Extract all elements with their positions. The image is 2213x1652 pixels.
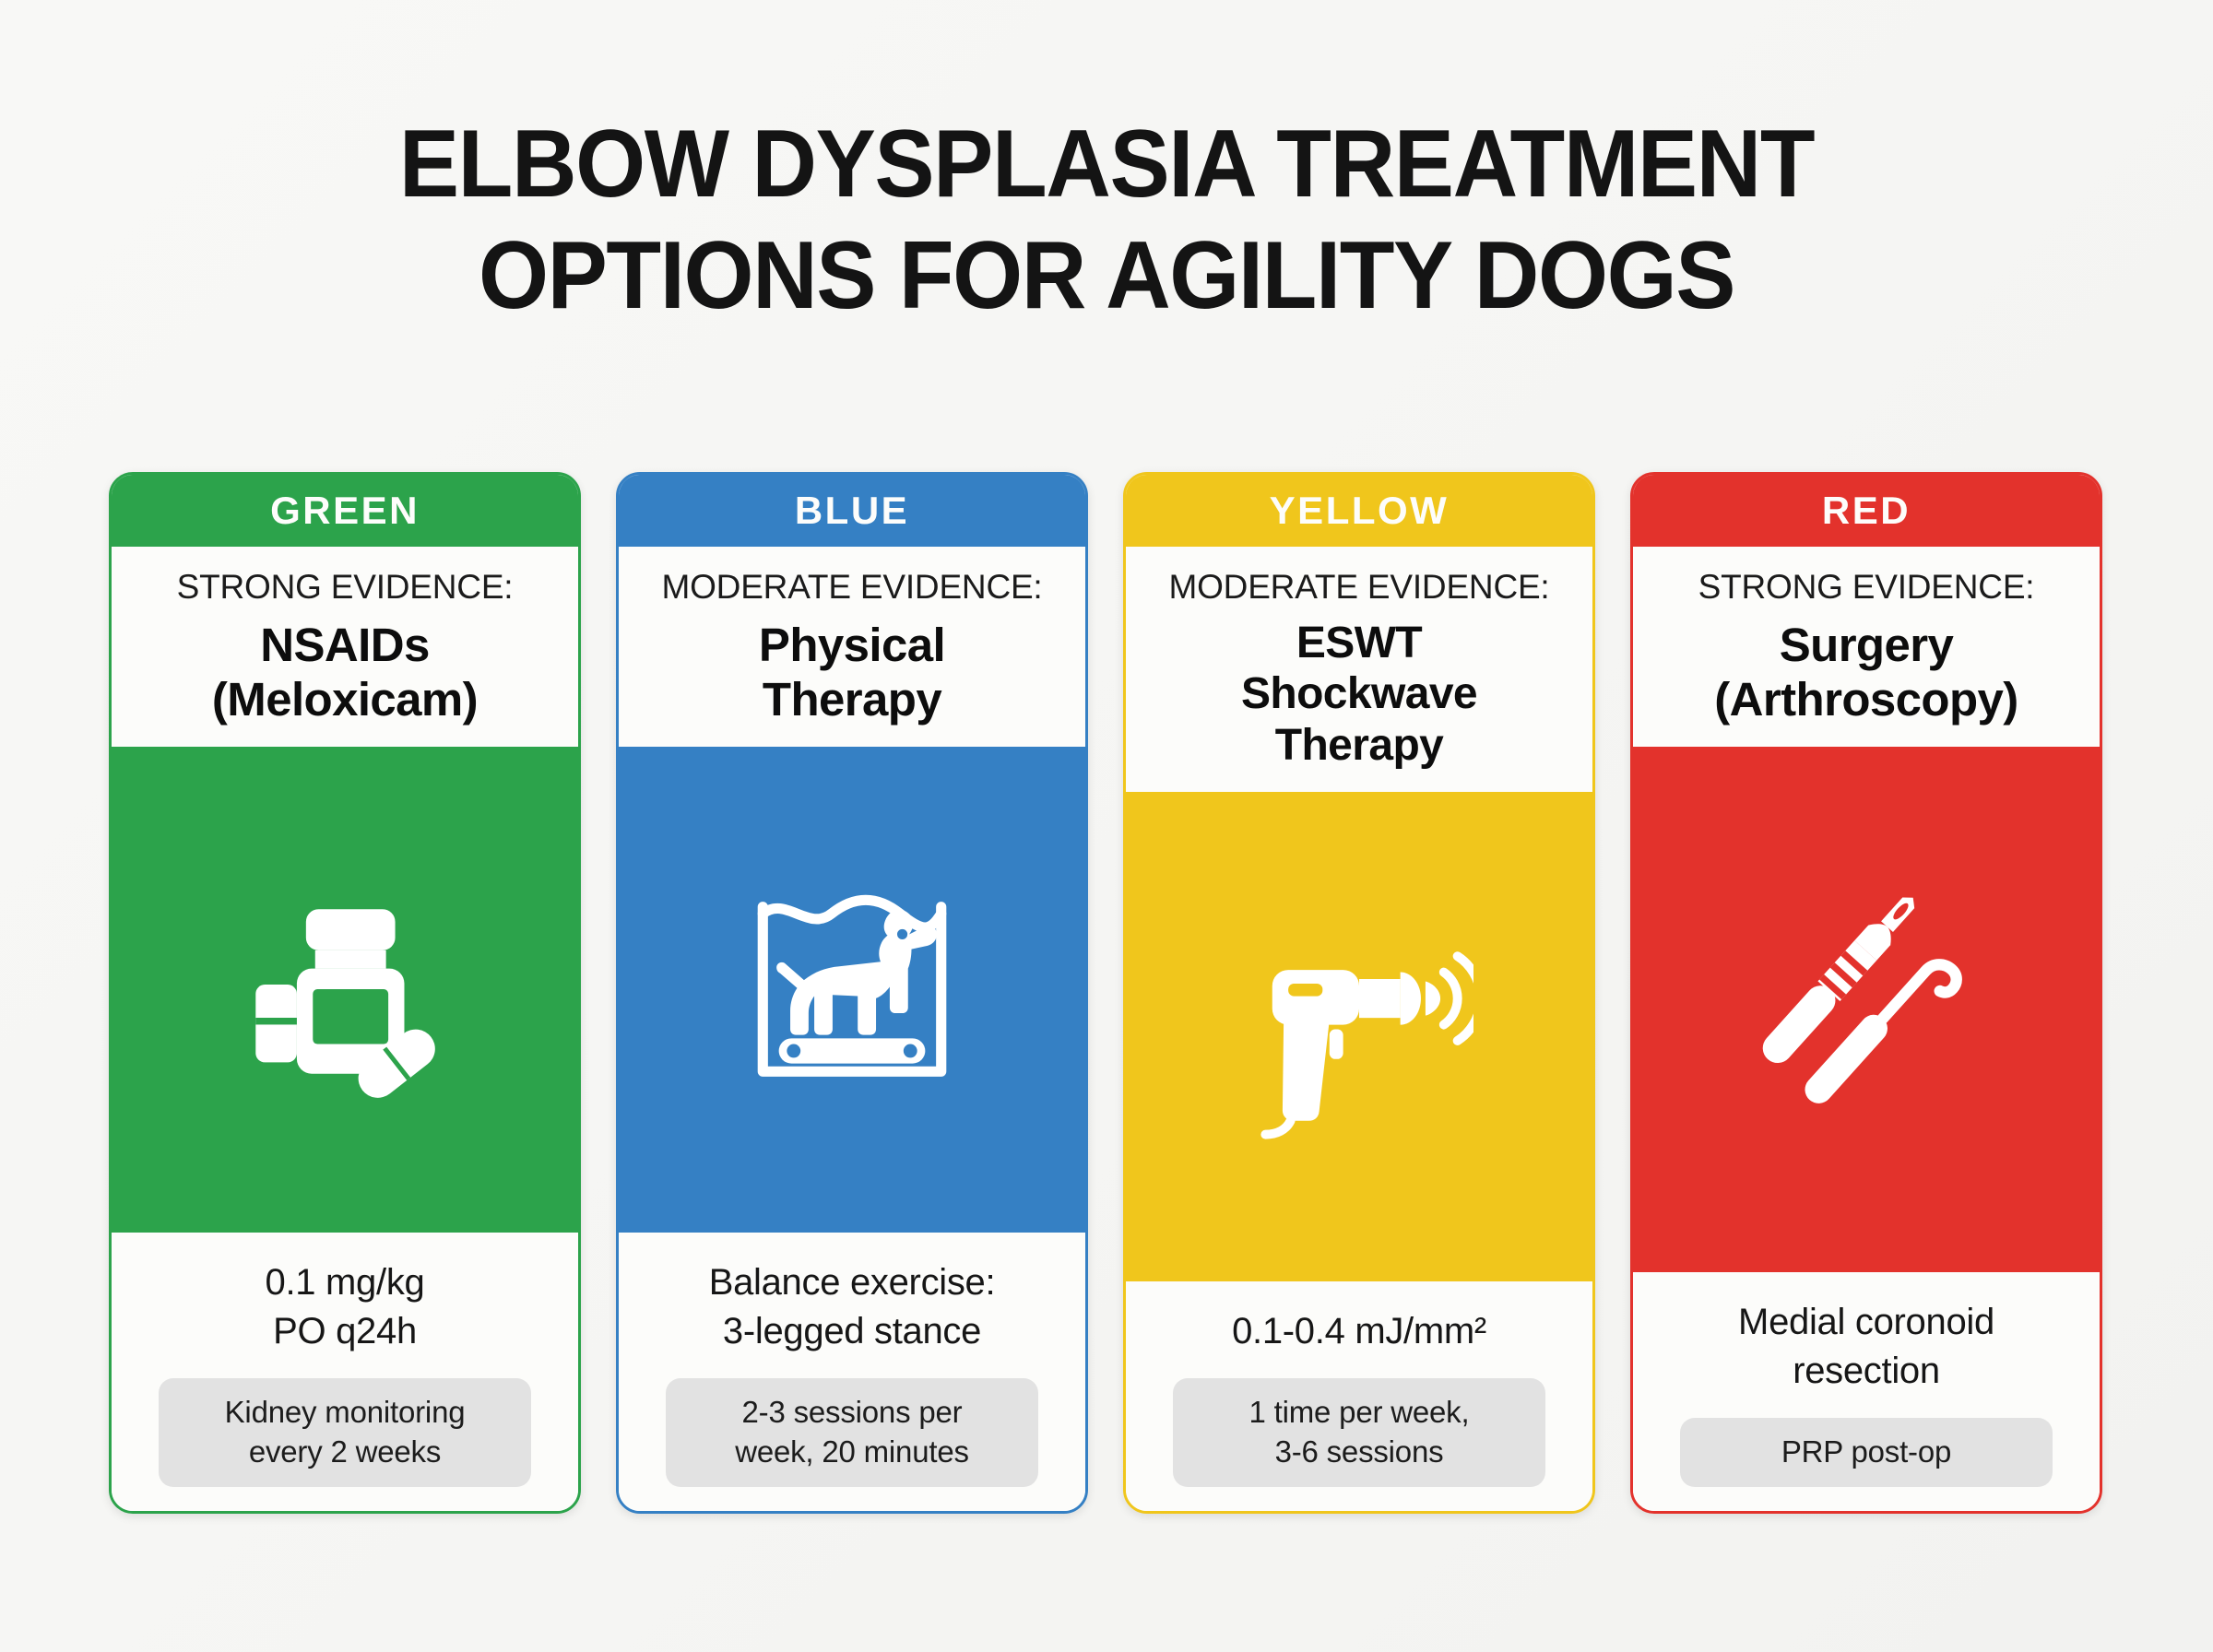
dose-line-1: 0.1 mg/kg xyxy=(265,1261,425,1303)
treatment-name-line-1: ESWT xyxy=(1296,618,1423,667)
treatment-name-line-2: Shockwave xyxy=(1240,669,1478,719)
card-footer-red: Medial coronoid resection PRP post-op xyxy=(1633,1271,2100,1511)
title-line-1: ELBOW DYSPLASIA TREATMENT xyxy=(398,111,1816,218)
status-badge: PRP post-op xyxy=(1680,1418,2053,1487)
dose-line-2: PO q24h xyxy=(273,1311,417,1352)
treatment-card-yellow[interactable]: YELLOW MODERATE EVIDENCE: ESWT Shockwave… xyxy=(1123,472,1595,1514)
card-header-label: RED xyxy=(1821,489,1911,532)
card-header-green: GREEN xyxy=(112,475,578,547)
dose-line-2: 3-legged stance xyxy=(722,1311,982,1352)
evidence-label: MODERATE EVIDENCE: xyxy=(1168,568,1550,606)
card-header-yellow: YELLOW xyxy=(1126,475,1592,547)
underwater-treadmill-dog-icon xyxy=(757,895,947,1078)
shockwave-gun-icon xyxy=(1260,951,1473,1139)
badge-line-2: every 2 weeks xyxy=(248,1434,442,1469)
treatment-name-line-3: Therapy xyxy=(1274,721,1444,771)
treatment-name-line-2: Therapy xyxy=(762,672,942,726)
badge-line-2: 3-6 sessions xyxy=(1274,1434,1444,1469)
treatment-card-blue[interactable]: BLUE MODERATE EVIDENCE: Physical Therapy xyxy=(616,472,1088,1514)
evidence-label: MODERATE EVIDENCE: xyxy=(661,568,1043,606)
card-title-block-blue: MODERATE EVIDENCE: Physical Therapy xyxy=(619,547,1085,747)
treatment-name-line-2: (Arthroscopy) xyxy=(1714,672,2018,726)
dose-line-1: Medial coronoid xyxy=(1738,1301,1994,1342)
treatment-name-line-2: (Meloxicam) xyxy=(211,672,479,726)
badge-line-1: 2-3 sessions per xyxy=(741,1395,963,1430)
title-line-2: OPTIONS FOR AGILITY DOGS xyxy=(478,221,1735,329)
status-badge: 2-3 sessions per week, 20 minutes xyxy=(666,1378,1038,1487)
dose-line-1: 0.1-0.4 mJ/mm² xyxy=(1232,1311,1486,1352)
pill-bottle-icon xyxy=(255,909,435,1099)
treatment-card-green[interactable]: GREEN STRONG EVIDENCE: NSAIDs (Meloxicam… xyxy=(109,472,581,1514)
card-header-label: BLUE xyxy=(794,489,910,532)
page-title: ELBOW DYSPLASIA TREATMENT OPTIONS FOR AG… xyxy=(0,109,2213,331)
card-title-block-green: STRONG EVIDENCE: NSAIDs (Meloxicam) xyxy=(112,547,578,747)
card-header-label: GREEN xyxy=(270,489,420,532)
evidence-label: STRONG EVIDENCE: xyxy=(176,568,514,606)
dose-line-1: Balance exercise: xyxy=(708,1261,996,1303)
evidence-label: STRONG EVIDENCE: xyxy=(1698,568,2035,606)
dose-line-2: resection xyxy=(1793,1350,1940,1391)
scalpel-and-hook-icon xyxy=(1762,897,1962,1103)
status-badge: Kidney monitoring every 2 weeks xyxy=(159,1378,531,1487)
icon-band-blue xyxy=(619,747,1085,1233)
card-footer-blue: Balance exercise: 3-legged stance 2-3 se… xyxy=(619,1232,1085,1511)
icon-band-yellow xyxy=(1126,791,1592,1282)
icon-band-red xyxy=(1633,747,2100,1272)
treatment-card-red[interactable]: RED STRONG EVIDENCE: Surgery (Arthroscop… xyxy=(1630,472,2102,1514)
treatment-name-line-1: Physical xyxy=(758,618,946,671)
status-badge: 1 time per week, 3-6 sessions xyxy=(1173,1378,1545,1487)
badge-line-1: 1 time per week, xyxy=(1249,1395,1470,1430)
treatment-name-line-1: Surgery xyxy=(1779,618,1954,671)
card-title-block-yellow: MODERATE EVIDENCE: ESWT Shockwave Therap… xyxy=(1126,547,1592,792)
card-footer-green: 0.1 mg/kg PO q24h Kidney monitoring ever… xyxy=(112,1232,578,1511)
card-footer-yellow: 0.1-0.4 mJ/mm² 1 time per week, 3-6 sess… xyxy=(1126,1281,1592,1511)
card-header-label: YELLOW xyxy=(1269,489,1450,532)
card-header-red: RED xyxy=(1633,475,2100,547)
badge-line-1: PRP post-op xyxy=(1781,1434,1952,1469)
treatment-cards-row: GREEN STRONG EVIDENCE: NSAIDs (Meloxicam… xyxy=(109,472,2110,1514)
icon-band-green xyxy=(112,747,578,1233)
badge-line-1: Kidney monitoring xyxy=(224,1395,466,1430)
treatment-name-line-1: NSAIDs xyxy=(260,618,430,671)
badge-line-2: week, 20 minutes xyxy=(735,1434,969,1469)
card-header-blue: BLUE xyxy=(619,475,1085,547)
card-title-block-red: STRONG EVIDENCE: Surgery (Arthroscopy) xyxy=(1633,547,2100,747)
